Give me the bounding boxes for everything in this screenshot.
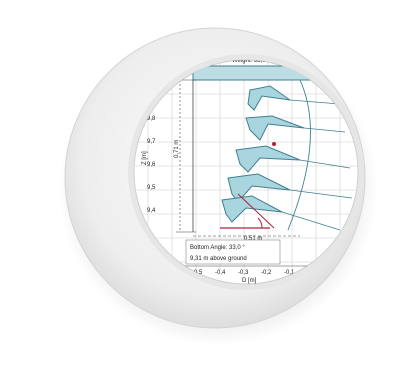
y-tick-labels: 9,8 9,7 9,6 9,5 9,4 bbox=[147, 116, 156, 214]
y-tick-label: 9,5 bbox=[147, 185, 156, 191]
y-tick-label: 9,4 bbox=[147, 208, 156, 214]
y-tick-label: 9,6 bbox=[147, 162, 156, 168]
center-of-mass-point bbox=[272, 142, 276, 146]
weight-label: Weight: 35,00 kg bbox=[232, 58, 277, 64]
width-dimension-label: 0,51 m bbox=[244, 236, 262, 242]
x-tick-label: -0,4 bbox=[215, 270, 226, 276]
x-tick-label: -0,3 bbox=[238, 270, 249, 276]
info-box bbox=[185, 239, 281, 265]
bottom-angle-label: Bottom Angle: 33,0 ° bbox=[190, 245, 245, 251]
y-tick-label: 9,7 bbox=[147, 139, 156, 145]
x-tick-label: -0,1 bbox=[284, 270, 295, 276]
above-ground-label: 9,31 m above ground bbox=[190, 256, 247, 262]
x-tick-label: -0,2 bbox=[261, 270, 272, 276]
net-folds bbox=[221, 85, 305, 223]
rigging-lines bbox=[281, 99, 353, 231]
plot-viewport: Weight: 35,00 kg bbox=[134, 58, 358, 284]
d-axis-label: D [m] bbox=[242, 278, 257, 284]
y-tick-label: 9,8 bbox=[147, 116, 156, 122]
z-axis-label: Z [m] bbox=[142, 151, 148, 165]
bottom-angle-arc bbox=[257, 217, 263, 229]
magnifier-lens bbox=[133, 59, 359, 285]
height-dimension-label: 0,71 m bbox=[174, 140, 180, 158]
net-outline bbox=[287, 79, 311, 231]
bottom-angle-ray bbox=[237, 193, 275, 229]
